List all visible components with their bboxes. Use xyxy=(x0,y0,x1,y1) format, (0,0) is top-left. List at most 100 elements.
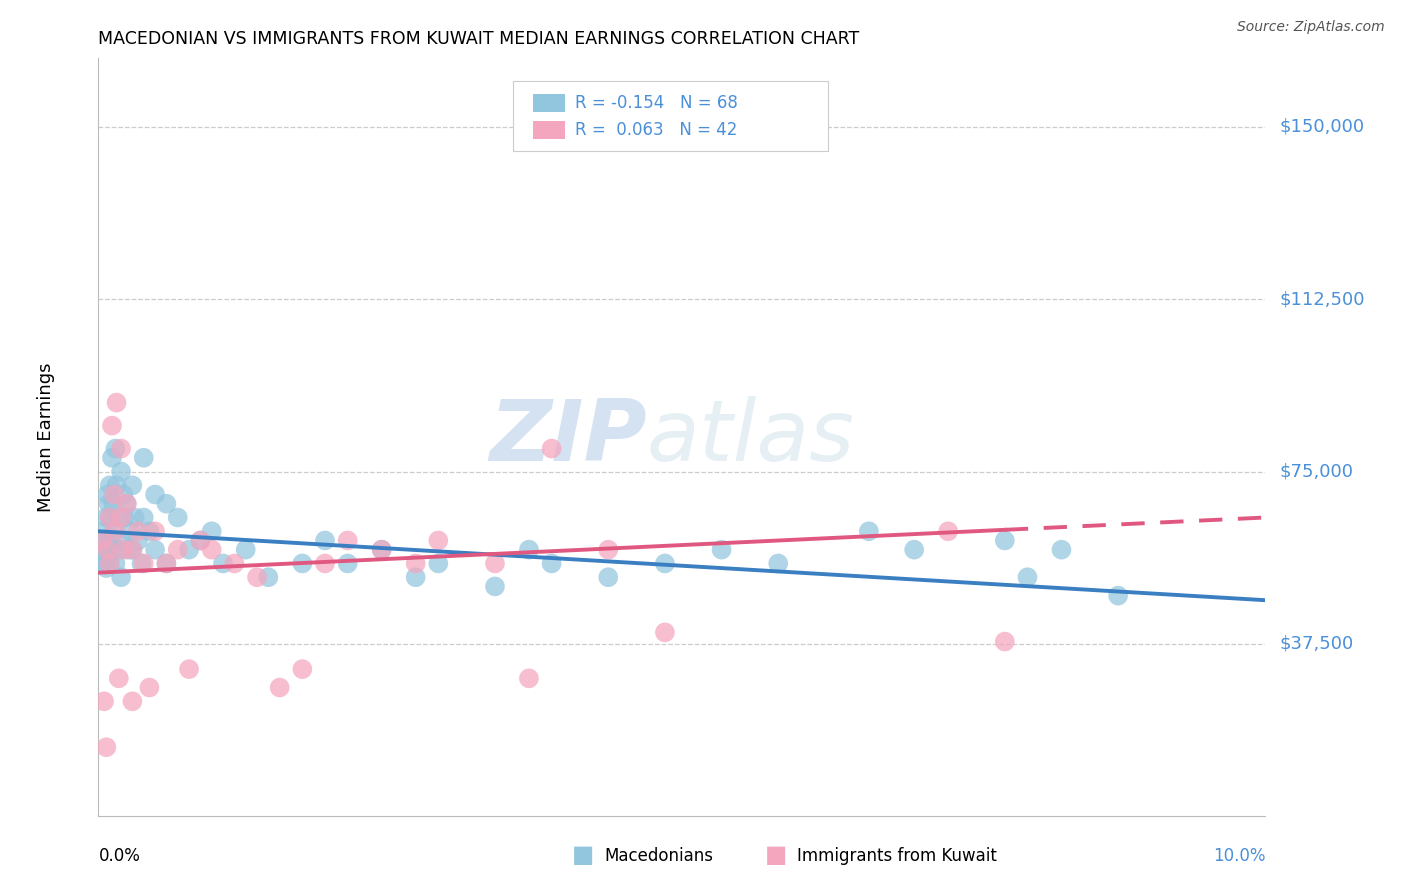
Point xyxy=(766,557,789,571)
Point xyxy=(484,557,506,571)
Point xyxy=(105,478,128,492)
Point xyxy=(858,524,880,539)
Point xyxy=(269,681,291,695)
Text: $75,000: $75,000 xyxy=(1279,463,1354,481)
Point xyxy=(177,542,200,557)
Point xyxy=(93,694,115,708)
Point xyxy=(132,557,155,571)
Point xyxy=(110,465,132,479)
Text: $112,500: $112,500 xyxy=(1279,290,1365,309)
Text: ZIP: ZIP xyxy=(489,395,647,479)
Point xyxy=(201,542,224,557)
Point xyxy=(710,542,733,557)
FancyBboxPatch shape xyxy=(533,94,565,112)
Point xyxy=(98,510,121,524)
Point xyxy=(138,681,160,695)
Text: Macedonians: Macedonians xyxy=(605,847,714,865)
Point xyxy=(97,542,120,557)
Point xyxy=(235,542,257,557)
Point xyxy=(110,570,132,584)
Point xyxy=(994,533,1017,548)
Point xyxy=(124,510,146,524)
Point xyxy=(224,557,246,571)
Point xyxy=(110,533,132,548)
Text: Source: ZipAtlas.com: Source: ZipAtlas.com xyxy=(1237,20,1385,34)
Point xyxy=(143,487,166,501)
Point xyxy=(155,557,177,571)
Point xyxy=(517,542,540,557)
Point xyxy=(121,478,143,492)
Point xyxy=(96,552,118,566)
Point xyxy=(903,542,925,557)
Text: Median Earnings: Median Earnings xyxy=(37,362,55,512)
Point xyxy=(246,570,269,584)
Text: R =  0.063   N = 42: R = 0.063 N = 42 xyxy=(575,121,737,139)
Point xyxy=(127,524,149,539)
Point xyxy=(654,625,676,640)
Point xyxy=(98,478,121,492)
Point xyxy=(517,671,540,685)
Point xyxy=(132,450,155,465)
Point xyxy=(90,533,112,548)
Point xyxy=(143,524,166,539)
Point xyxy=(97,497,120,511)
Point xyxy=(104,524,127,539)
Point xyxy=(405,570,427,584)
Point xyxy=(96,510,118,524)
Point xyxy=(98,510,121,524)
Point xyxy=(90,542,112,557)
Point xyxy=(427,533,450,548)
Point xyxy=(108,671,131,685)
Point xyxy=(94,533,117,548)
Point xyxy=(405,557,427,571)
Point xyxy=(98,557,121,571)
Point xyxy=(103,524,125,539)
Point xyxy=(936,524,959,539)
Point xyxy=(336,533,359,548)
Point xyxy=(101,418,124,433)
Point xyxy=(115,497,138,511)
Point xyxy=(155,497,177,511)
Point xyxy=(291,557,314,571)
Text: atlas: atlas xyxy=(647,395,855,479)
Point xyxy=(166,510,188,524)
Point xyxy=(101,450,124,465)
Point xyxy=(120,524,142,539)
Point xyxy=(121,542,143,557)
Point xyxy=(166,542,188,557)
Text: Immigrants from Kuwait: Immigrants from Kuwait xyxy=(797,847,997,865)
Point xyxy=(1017,570,1039,584)
Point xyxy=(96,487,118,501)
FancyBboxPatch shape xyxy=(533,121,565,139)
Point xyxy=(598,570,620,584)
Point xyxy=(114,510,136,524)
Point xyxy=(370,542,392,557)
Point xyxy=(540,442,562,456)
Point xyxy=(994,634,1017,648)
Point xyxy=(1107,589,1129,603)
Point xyxy=(121,542,143,557)
Point xyxy=(177,662,200,676)
Text: $150,000: $150,000 xyxy=(1279,118,1364,136)
Point xyxy=(112,487,135,501)
Point xyxy=(1050,542,1073,557)
Point xyxy=(143,542,166,557)
Point xyxy=(131,557,153,571)
Point xyxy=(484,579,506,593)
Point xyxy=(112,542,135,557)
Point xyxy=(98,557,121,571)
Point xyxy=(212,557,235,571)
Point xyxy=(104,557,127,571)
FancyBboxPatch shape xyxy=(513,81,828,152)
Point xyxy=(96,561,118,575)
Point xyxy=(107,542,129,557)
Point xyxy=(96,542,118,557)
Point xyxy=(96,740,118,755)
Point xyxy=(201,524,224,539)
Point xyxy=(104,442,127,456)
Text: MACEDONIAN VS IMMIGRANTS FROM KUWAIT MEDIAN EARNINGS CORRELATION CHART: MACEDONIAN VS IMMIGRANTS FROM KUWAIT MED… xyxy=(98,30,859,48)
Point xyxy=(598,542,620,557)
Point xyxy=(93,524,115,539)
Text: 0.0%: 0.0% xyxy=(98,847,141,864)
Point xyxy=(370,542,392,557)
